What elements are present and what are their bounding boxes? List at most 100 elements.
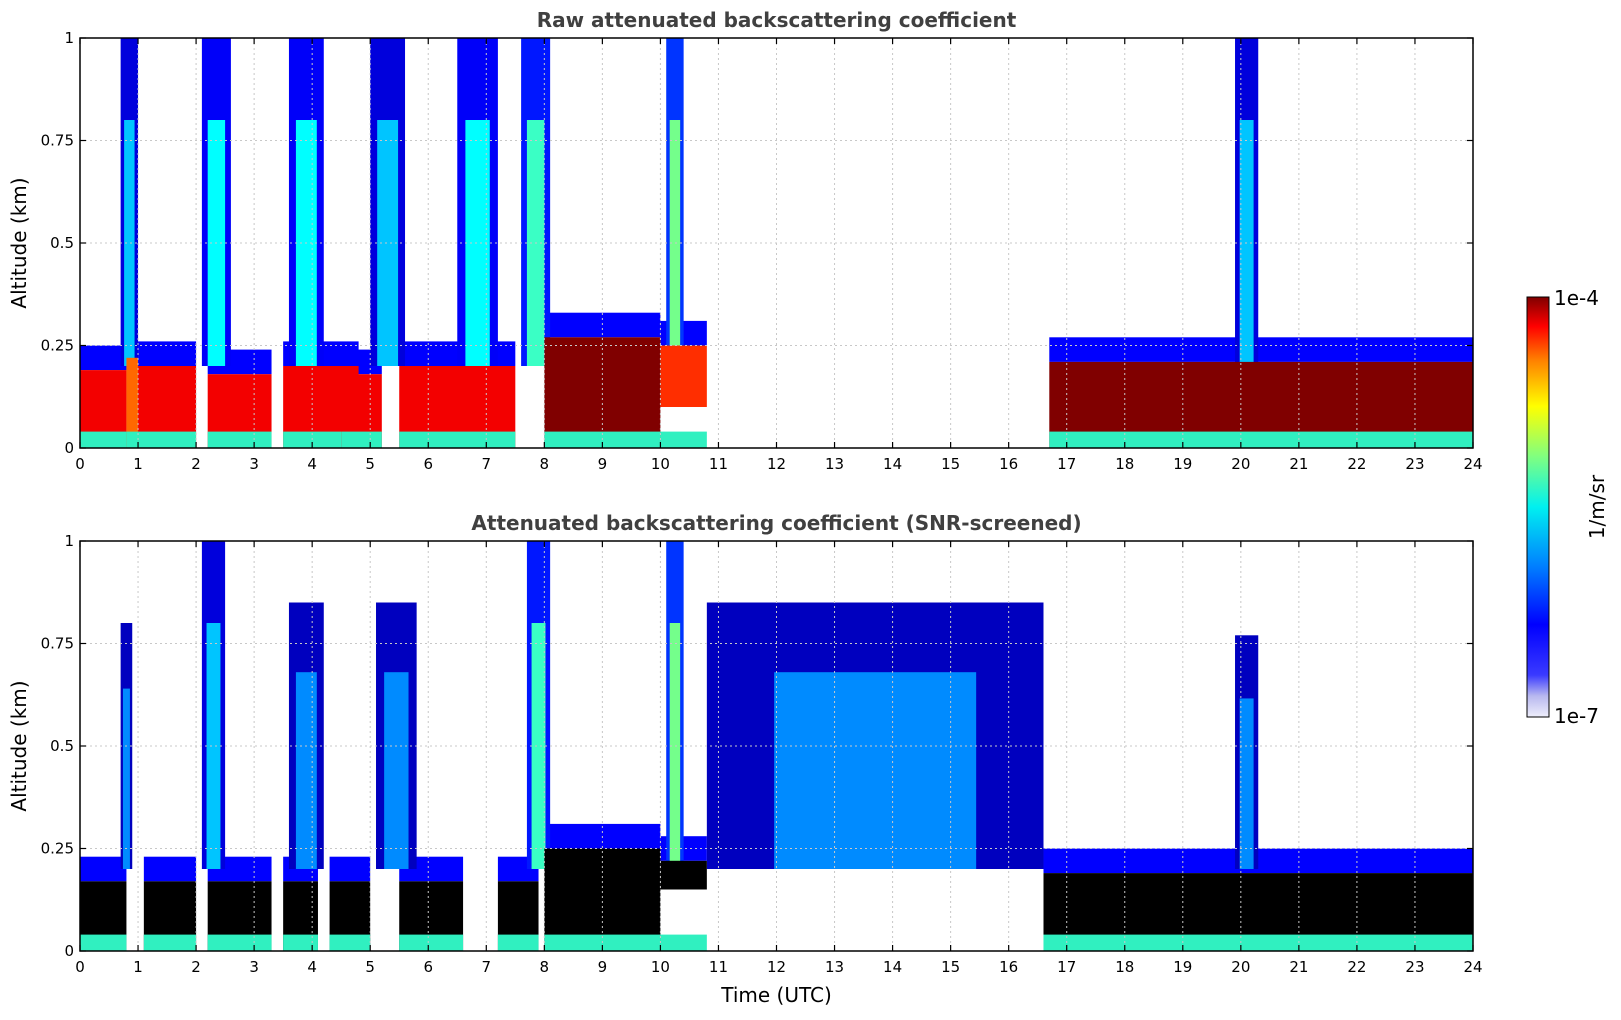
x-tick-label: 15 <box>941 958 960 976</box>
heatmap-surface-cell <box>283 934 318 951</box>
x-tick-label: 13 <box>825 455 844 473</box>
heatmap-surface-cell <box>329 934 371 951</box>
x-tick-label: 14 <box>883 455 902 473</box>
heatmap-plume-core <box>122 688 130 869</box>
heatmap-plume-core <box>206 623 221 869</box>
y-tick-label: 0 <box>64 439 74 457</box>
heatmap-surface-cell <box>660 431 707 448</box>
x-tick-label: 19 <box>1173 958 1192 976</box>
colorbar: 1e-4 1e-7 1/m/sr <box>1526 286 1609 728</box>
heatmap-plume-core <box>384 672 409 869</box>
x-tick-label: 14 <box>883 958 902 976</box>
heatmap-layer-cell <box>660 860 707 890</box>
raw-heatmap <box>80 38 1473 448</box>
x-tick-label: 21 <box>1289 958 1308 976</box>
heatmap-surface-cell <box>207 431 272 448</box>
x-tick-label: 5 <box>365 958 375 976</box>
x-tick-label: 3 <box>249 455 259 473</box>
heatmap-surface-cell <box>1049 431 1473 448</box>
x-tick-label: 10 <box>651 958 670 976</box>
x-tick-label: 2 <box>191 958 201 976</box>
x-tick-label: 15 <box>941 455 960 473</box>
x-tick-label: 8 <box>540 455 550 473</box>
x-tick-label: 20 <box>1231 455 1250 473</box>
y-tick-label: 0.25 <box>41 337 74 355</box>
raw-y-ticks: 0 0.25 0.5 0.75 1 <box>41 29 1473 457</box>
x-tick-label: 16 <box>999 958 1018 976</box>
heatmap-layer-cell <box>126 357 139 448</box>
x-tick-label: 3 <box>249 958 259 976</box>
heatmap-surface-cell <box>80 934 127 951</box>
heatmap-surface-cell <box>497 934 539 951</box>
heatmap-plume-core <box>377 120 399 366</box>
screened-heatmap <box>80 541 1473 951</box>
x-tick-label: 7 <box>482 455 492 473</box>
raw-gridlines <box>80 38 1473 448</box>
x-tick-label: 18 <box>1115 455 1134 473</box>
colorbar-max-label: 1e-4 <box>1554 286 1599 310</box>
x-tick-label: 16 <box>999 455 1018 473</box>
raw-backscatter-panel: Raw attenuated backscattering coefficien… <box>7 8 1483 473</box>
x-tick-label: 8 <box>540 958 550 976</box>
y-tick-label: 0.75 <box>41 635 74 653</box>
heatmap-surface-cell <box>126 431 139 448</box>
heatmap-layer-cell <box>544 848 661 951</box>
screened-panel-title: Attenuated backscattering coefficient (S… <box>471 511 1081 535</box>
heatmap-surface-cell <box>138 431 197 448</box>
screened-backscatter-panel: Attenuated backscattering coefficient (S… <box>7 511 1483 1007</box>
heatmap-surface-cell <box>399 934 464 951</box>
heatmap-halo-cell <box>329 856 371 882</box>
y-tick-label: 0 <box>64 942 74 960</box>
heatmap-halo-cell <box>80 856 127 882</box>
colorbar-unit-label: 1/m/sr <box>1585 474 1609 539</box>
x-tick-label: 10 <box>651 455 670 473</box>
x-tick-label: 9 <box>598 958 608 976</box>
heatmap-plume-core <box>124 120 135 366</box>
x-tick-label: 17 <box>1057 958 1076 976</box>
x-tick-label: 11 <box>709 958 728 976</box>
heatmap-plume-core <box>295 672 317 869</box>
heatmap-plume-core <box>669 623 681 869</box>
heatmap-layer-cell <box>660 345 707 407</box>
x-tick-label: 0 <box>75 455 85 473</box>
x-tick-label: 22 <box>1347 455 1366 473</box>
x-tick-label: 12 <box>767 958 786 976</box>
heatmap-surface-cell <box>283 431 359 448</box>
x-tick-label: 12 <box>767 455 786 473</box>
x-tick-label: 17 <box>1057 455 1076 473</box>
x-tick-label: 22 <box>1347 958 1366 976</box>
screened-y-ticks: 0 0.25 0.5 0.75 1 <box>41 532 1473 960</box>
x-tick-label: 5 <box>365 455 375 473</box>
raw-x-ticks: 0 1 2 3 4 5 6 7 8 9 10 11 12 13 14 15 16 17 18 19 20 21 22 23 24 <box>75 38 1483 473</box>
heatmap-surface-cell <box>207 934 272 951</box>
heatmap-surface-cell <box>80 431 127 448</box>
heatmap-surface-cell <box>660 934 707 951</box>
y-tick-label: 1 <box>64 29 74 47</box>
x-tick-label: 0 <box>75 958 85 976</box>
heatmap-surface-cell <box>143 934 197 951</box>
x-tick-label: 23 <box>1405 958 1424 976</box>
screened-gridlines <box>80 541 1473 951</box>
heatmap-plume-core <box>531 623 546 869</box>
raw-y-axis-label: Altitude (km) <box>7 177 31 308</box>
y-tick-label: 0.75 <box>41 132 74 150</box>
x-tick-label: 2 <box>191 455 201 473</box>
colorbar-min-label: 1e-7 <box>1554 704 1599 728</box>
x-tick-label: 4 <box>307 958 317 976</box>
x-tick-label: 1 <box>133 455 143 473</box>
heatmap-plume-core <box>669 120 681 366</box>
heatmap-plume-core <box>1239 698 1254 869</box>
x-tick-label: 6 <box>423 958 433 976</box>
x-tick-label: 18 <box>1115 958 1134 976</box>
x-tick-label: 1 <box>133 958 143 976</box>
heatmap-surface-cell <box>399 431 516 448</box>
x-tick-label: 21 <box>1289 455 1308 473</box>
screened-x-ticks: 0 1 2 3 4 5 6 7 8 9 10 11 12 13 14 15 16 17 18 19 20 21 22 23 24 <box>75 541 1483 976</box>
heatmap-surface-cell <box>341 431 382 448</box>
x-tick-label: 6 <box>423 455 433 473</box>
raw-panel-title: Raw attenuated backscattering coefficien… <box>537 8 1017 32</box>
screened-y-axis-label: Altitude (km) <box>7 680 31 811</box>
y-tick-label: 0.25 <box>41 840 74 858</box>
x-tick-label: 4 <box>307 455 317 473</box>
